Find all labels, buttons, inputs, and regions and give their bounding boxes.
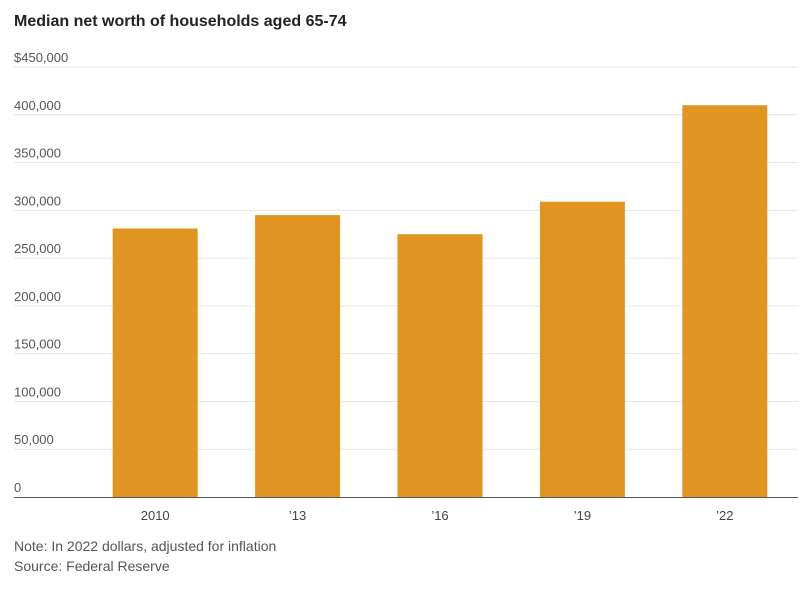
y-tick-label: 250,000 — [14, 241, 61, 256]
y-tick-label: $450,000 — [14, 50, 68, 65]
bar — [539, 201, 625, 497]
y-tick-label: 300,000 — [14, 193, 61, 208]
y-tick-label: 0 — [14, 480, 21, 495]
bar — [112, 228, 198, 497]
bar — [397, 234, 483, 497]
chart-title: Median net worth of households aged 65-7… — [14, 13, 347, 30]
y-tick-label: 150,000 — [14, 337, 61, 352]
y-tick-label: 400,000 — [14, 98, 61, 113]
x-tick-label: ’16 — [431, 508, 448, 523]
y-tick-label: 100,000 — [14, 384, 61, 399]
x-tick-label: 2010 — [141, 508, 170, 523]
x-tick-label: ’13 — [289, 508, 306, 523]
chart-note: Note: In 2022 dollars, adjusted for infl… — [14, 538, 277, 554]
y-tick-label: 50,000 — [14, 432, 54, 447]
chart-source: Source: Federal Reserve — [14, 558, 170, 574]
x-tick-label: ’19 — [574, 508, 591, 523]
bar-chart: 0 50,000 100,000 150,000 200,000 250,000 300,0… — [14, 50, 798, 523]
bar — [255, 215, 341, 497]
y-tick-label: 200,000 — [14, 289, 61, 304]
bar — [682, 105, 768, 497]
y-tick-label: 350,000 — [14, 146, 61, 161]
x-tick-label: ’22 — [716, 508, 733, 523]
